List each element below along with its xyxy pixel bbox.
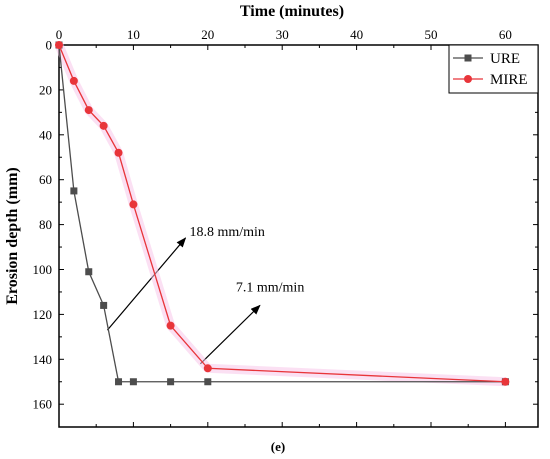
y-tick-label: 20 (39, 82, 52, 97)
annotation-arrow (199, 304, 261, 365)
legend-label-mire: MIRE (490, 72, 528, 88)
data-point-ure (204, 378, 212, 386)
y-axis-title: Erosion depth (mm) (4, 167, 21, 305)
x-tick-label: 50 (425, 27, 438, 42)
annotation-arrow (106, 237, 187, 331)
legend-label-ure: URE (490, 51, 520, 67)
series-layer (54, 41, 510, 387)
data-point-mire (129, 200, 138, 209)
data-point-mire (501, 377, 510, 386)
annotations: 18.8 mm/min 7.1 mm/min (106, 225, 304, 365)
plot-frame (58, 44, 539, 428)
series-line-mire (58, 44, 506, 383)
data-point-mire (69, 76, 78, 85)
data-point-ure (100, 301, 108, 309)
data-point-ure (70, 187, 78, 195)
x-tick-label: 30 (276, 27, 289, 42)
legend-marker-ure (464, 54, 472, 62)
annotation-label: 18.8 mm/min (189, 225, 264, 240)
series-line-ure (58, 44, 506, 383)
data-point-mire (114, 148, 123, 157)
mire-line-halo (54, 43, 506, 387)
y-tick-label: 120 (33, 307, 53, 322)
y-tick-label: 60 (39, 172, 52, 187)
x-axis-title: Time (minutes) (240, 3, 344, 20)
x-tick-label: 60 (499, 27, 512, 42)
data-point-ure (85, 268, 93, 276)
x-tick-label: 0 (56, 27, 63, 42)
data-point-mire (166, 321, 175, 330)
y-tick-label: 80 (39, 217, 52, 232)
data-point-mire (203, 364, 212, 373)
ticks: 0 10 20 30 40 50 60 0 20 40 60 80 100 120 140 160 (33, 27, 538, 427)
y-tick-label: 100 (33, 262, 53, 277)
y-tick-label: 140 (33, 352, 53, 367)
data-point-ure (129, 378, 137, 386)
legend-box (448, 44, 539, 94)
legend-marker-mire (464, 75, 472, 83)
x-tick-label: 20 (201, 27, 214, 42)
x-tick-label: 40 (350, 27, 363, 42)
data-point-mire (55, 41, 63, 49)
data-point-mire (99, 121, 108, 130)
caption: (e) (271, 439, 285, 454)
data-point-ure (167, 378, 175, 386)
legend: URE MIRE (448, 44, 539, 94)
y-tick-label: 160 (33, 397, 53, 412)
data-point-ure (115, 378, 123, 386)
data-point-mire (84, 106, 93, 115)
y-tick-label: 40 (39, 127, 52, 142)
x-tick-label: 10 (127, 27, 140, 42)
y-tick-label: 0 (46, 38, 53, 53)
annotation-label: 7.1 mm/min (236, 280, 304, 295)
